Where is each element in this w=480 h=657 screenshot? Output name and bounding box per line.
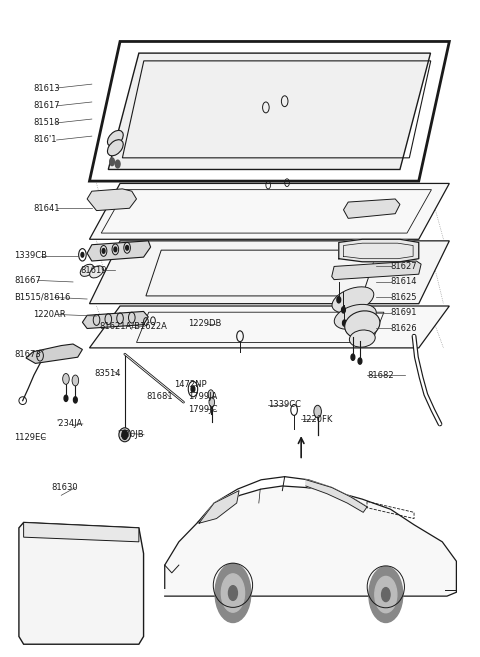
Text: 81673: 81673 [14,350,41,359]
Text: 81691: 81691 [391,309,417,317]
Circle shape [342,307,346,313]
Polygon shape [89,241,449,304]
Text: 81621A/B1622A: 81621A/B1622A [99,322,167,330]
Polygon shape [83,311,148,328]
Polygon shape [89,41,449,181]
Circle shape [126,246,129,250]
Circle shape [221,574,245,612]
Text: 1339CB: 1339CB [14,251,47,260]
Circle shape [351,354,355,360]
Circle shape [63,373,69,384]
Text: 81613: 81613 [33,83,60,93]
Text: 1472NP: 1472NP [174,380,207,389]
Polygon shape [344,199,400,218]
Circle shape [314,405,322,418]
Polygon shape [339,239,419,261]
Text: 81626: 81626 [391,324,417,333]
Text: 1220AR: 1220AR [33,310,66,319]
Polygon shape [89,183,449,239]
Text: 81625: 81625 [391,293,417,302]
Polygon shape [19,522,144,645]
Circle shape [114,247,117,252]
Text: 83514: 83514 [94,369,120,378]
Circle shape [110,158,114,166]
Ellipse shape [349,330,375,347]
Circle shape [382,587,390,602]
Circle shape [102,248,105,253]
Text: 81619: 81619 [80,266,107,275]
Circle shape [375,576,397,613]
Polygon shape [89,306,449,348]
Text: 81641: 81641 [33,204,60,213]
Text: 81682: 81682 [367,371,394,380]
Circle shape [64,396,68,401]
Circle shape [115,160,120,168]
Circle shape [369,566,403,622]
Ellipse shape [119,428,131,442]
Ellipse shape [334,304,376,329]
Text: '730JB: '730JB [118,430,144,440]
Polygon shape [87,241,151,261]
Circle shape [208,390,214,399]
Text: 81667: 81667 [14,276,41,285]
Ellipse shape [345,311,380,338]
Text: 81614: 81614 [391,277,417,286]
Text: 1799JC: 1799JC [188,405,218,414]
Ellipse shape [90,266,103,278]
Ellipse shape [108,130,123,147]
Polygon shape [306,480,367,512]
Text: '234JA: '234JA [57,419,83,428]
Polygon shape [332,261,421,280]
Ellipse shape [332,287,374,313]
Text: 81518: 81518 [33,118,60,127]
Polygon shape [24,522,139,542]
Text: 1799JA: 1799JA [188,392,217,401]
Text: 81681: 81681 [146,392,172,401]
Circle shape [122,430,128,440]
Circle shape [228,585,238,600]
Text: 81627: 81627 [391,262,417,271]
Ellipse shape [80,264,94,277]
Circle shape [337,297,341,303]
Circle shape [81,252,84,257]
Circle shape [358,358,362,364]
Circle shape [72,375,79,386]
Text: 1229DB: 1229DB [188,319,222,328]
Circle shape [191,386,195,392]
Circle shape [209,397,215,407]
Text: 81617: 81617 [33,101,60,110]
Ellipse shape [108,140,123,156]
Circle shape [215,564,251,622]
Polygon shape [108,53,431,170]
Text: 1129EC: 1129EC [14,432,47,442]
Text: 1220FK: 1220FK [301,415,333,424]
Polygon shape [87,189,136,211]
Text: 81630: 81630 [52,483,78,492]
Polygon shape [26,344,83,363]
Text: 816'1: 816'1 [33,135,57,145]
Polygon shape [165,486,456,596]
Circle shape [343,320,346,326]
Text: B1515/81616: B1515/81616 [14,293,71,302]
Circle shape [73,397,77,403]
Polygon shape [199,491,239,523]
Text: 1339CC: 1339CC [268,400,301,409]
